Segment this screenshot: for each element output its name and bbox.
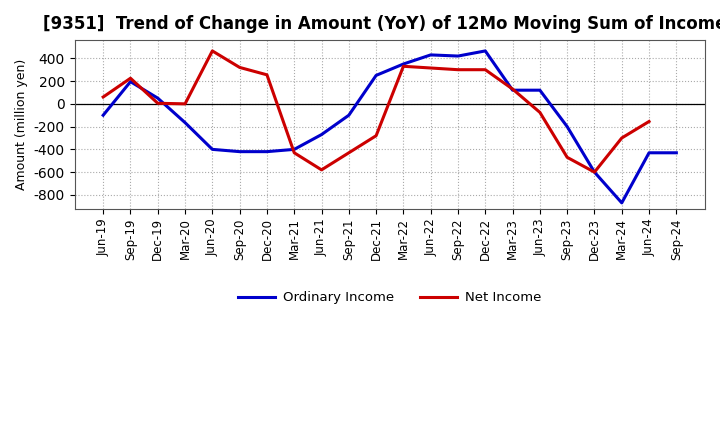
Ordinary Income: [126, 79, 135, 84]
Net Income: [344, 150, 353, 155]
Line: Ordinary Income: Ordinary Income: [103, 51, 676, 203]
Ordinary Income: [672, 150, 680, 155]
Ordinary Income: [235, 149, 244, 154]
Net Income: [235, 65, 244, 70]
Ordinary Income: [318, 132, 326, 137]
Y-axis label: Amount (million yen): Amount (million yen): [15, 59, 28, 190]
Net Income: [590, 169, 599, 175]
Ordinary Income: [344, 113, 353, 118]
Ordinary Income: [536, 88, 544, 93]
Ordinary Income: [263, 149, 271, 154]
Net Income: [153, 101, 162, 106]
Ordinary Income: [618, 200, 626, 205]
Ordinary Income: [590, 169, 599, 175]
Net Income: [399, 64, 408, 69]
Title: [9351]  Trend of Change in Amount (YoY) of 12Mo Moving Sum of Incomes: [9351] Trend of Change in Amount (YoY) o…: [43, 15, 720, 33]
Net Income: [618, 136, 626, 141]
Ordinary Income: [99, 113, 107, 118]
Ordinary Income: [372, 73, 380, 78]
Net Income: [99, 94, 107, 99]
Net Income: [318, 167, 326, 172]
Ordinary Income: [644, 150, 653, 155]
Net Income: [208, 48, 217, 54]
Ordinary Income: [208, 147, 217, 152]
Net Income: [263, 72, 271, 77]
Net Income: [290, 150, 299, 155]
Ordinary Income: [508, 88, 517, 93]
Net Income: [454, 67, 462, 72]
Ordinary Income: [481, 48, 490, 54]
Net Income: [426, 66, 435, 71]
Net Income: [372, 133, 380, 138]
Ordinary Income: [563, 124, 572, 129]
Ordinary Income: [181, 120, 189, 125]
Net Income: [126, 76, 135, 81]
Legend: Ordinary Income, Net Income: Ordinary Income, Net Income: [233, 286, 547, 309]
Net Income: [181, 101, 189, 106]
Net Income: [481, 67, 490, 72]
Ordinary Income: [399, 61, 408, 66]
Net Income: [644, 119, 653, 124]
Net Income: [536, 110, 544, 115]
Line: Net Income: Net Income: [103, 51, 649, 172]
Ordinary Income: [454, 53, 462, 59]
Net Income: [508, 86, 517, 92]
Ordinary Income: [426, 52, 435, 58]
Net Income: [563, 155, 572, 160]
Ordinary Income: [290, 147, 299, 152]
Ordinary Income: [153, 95, 162, 101]
